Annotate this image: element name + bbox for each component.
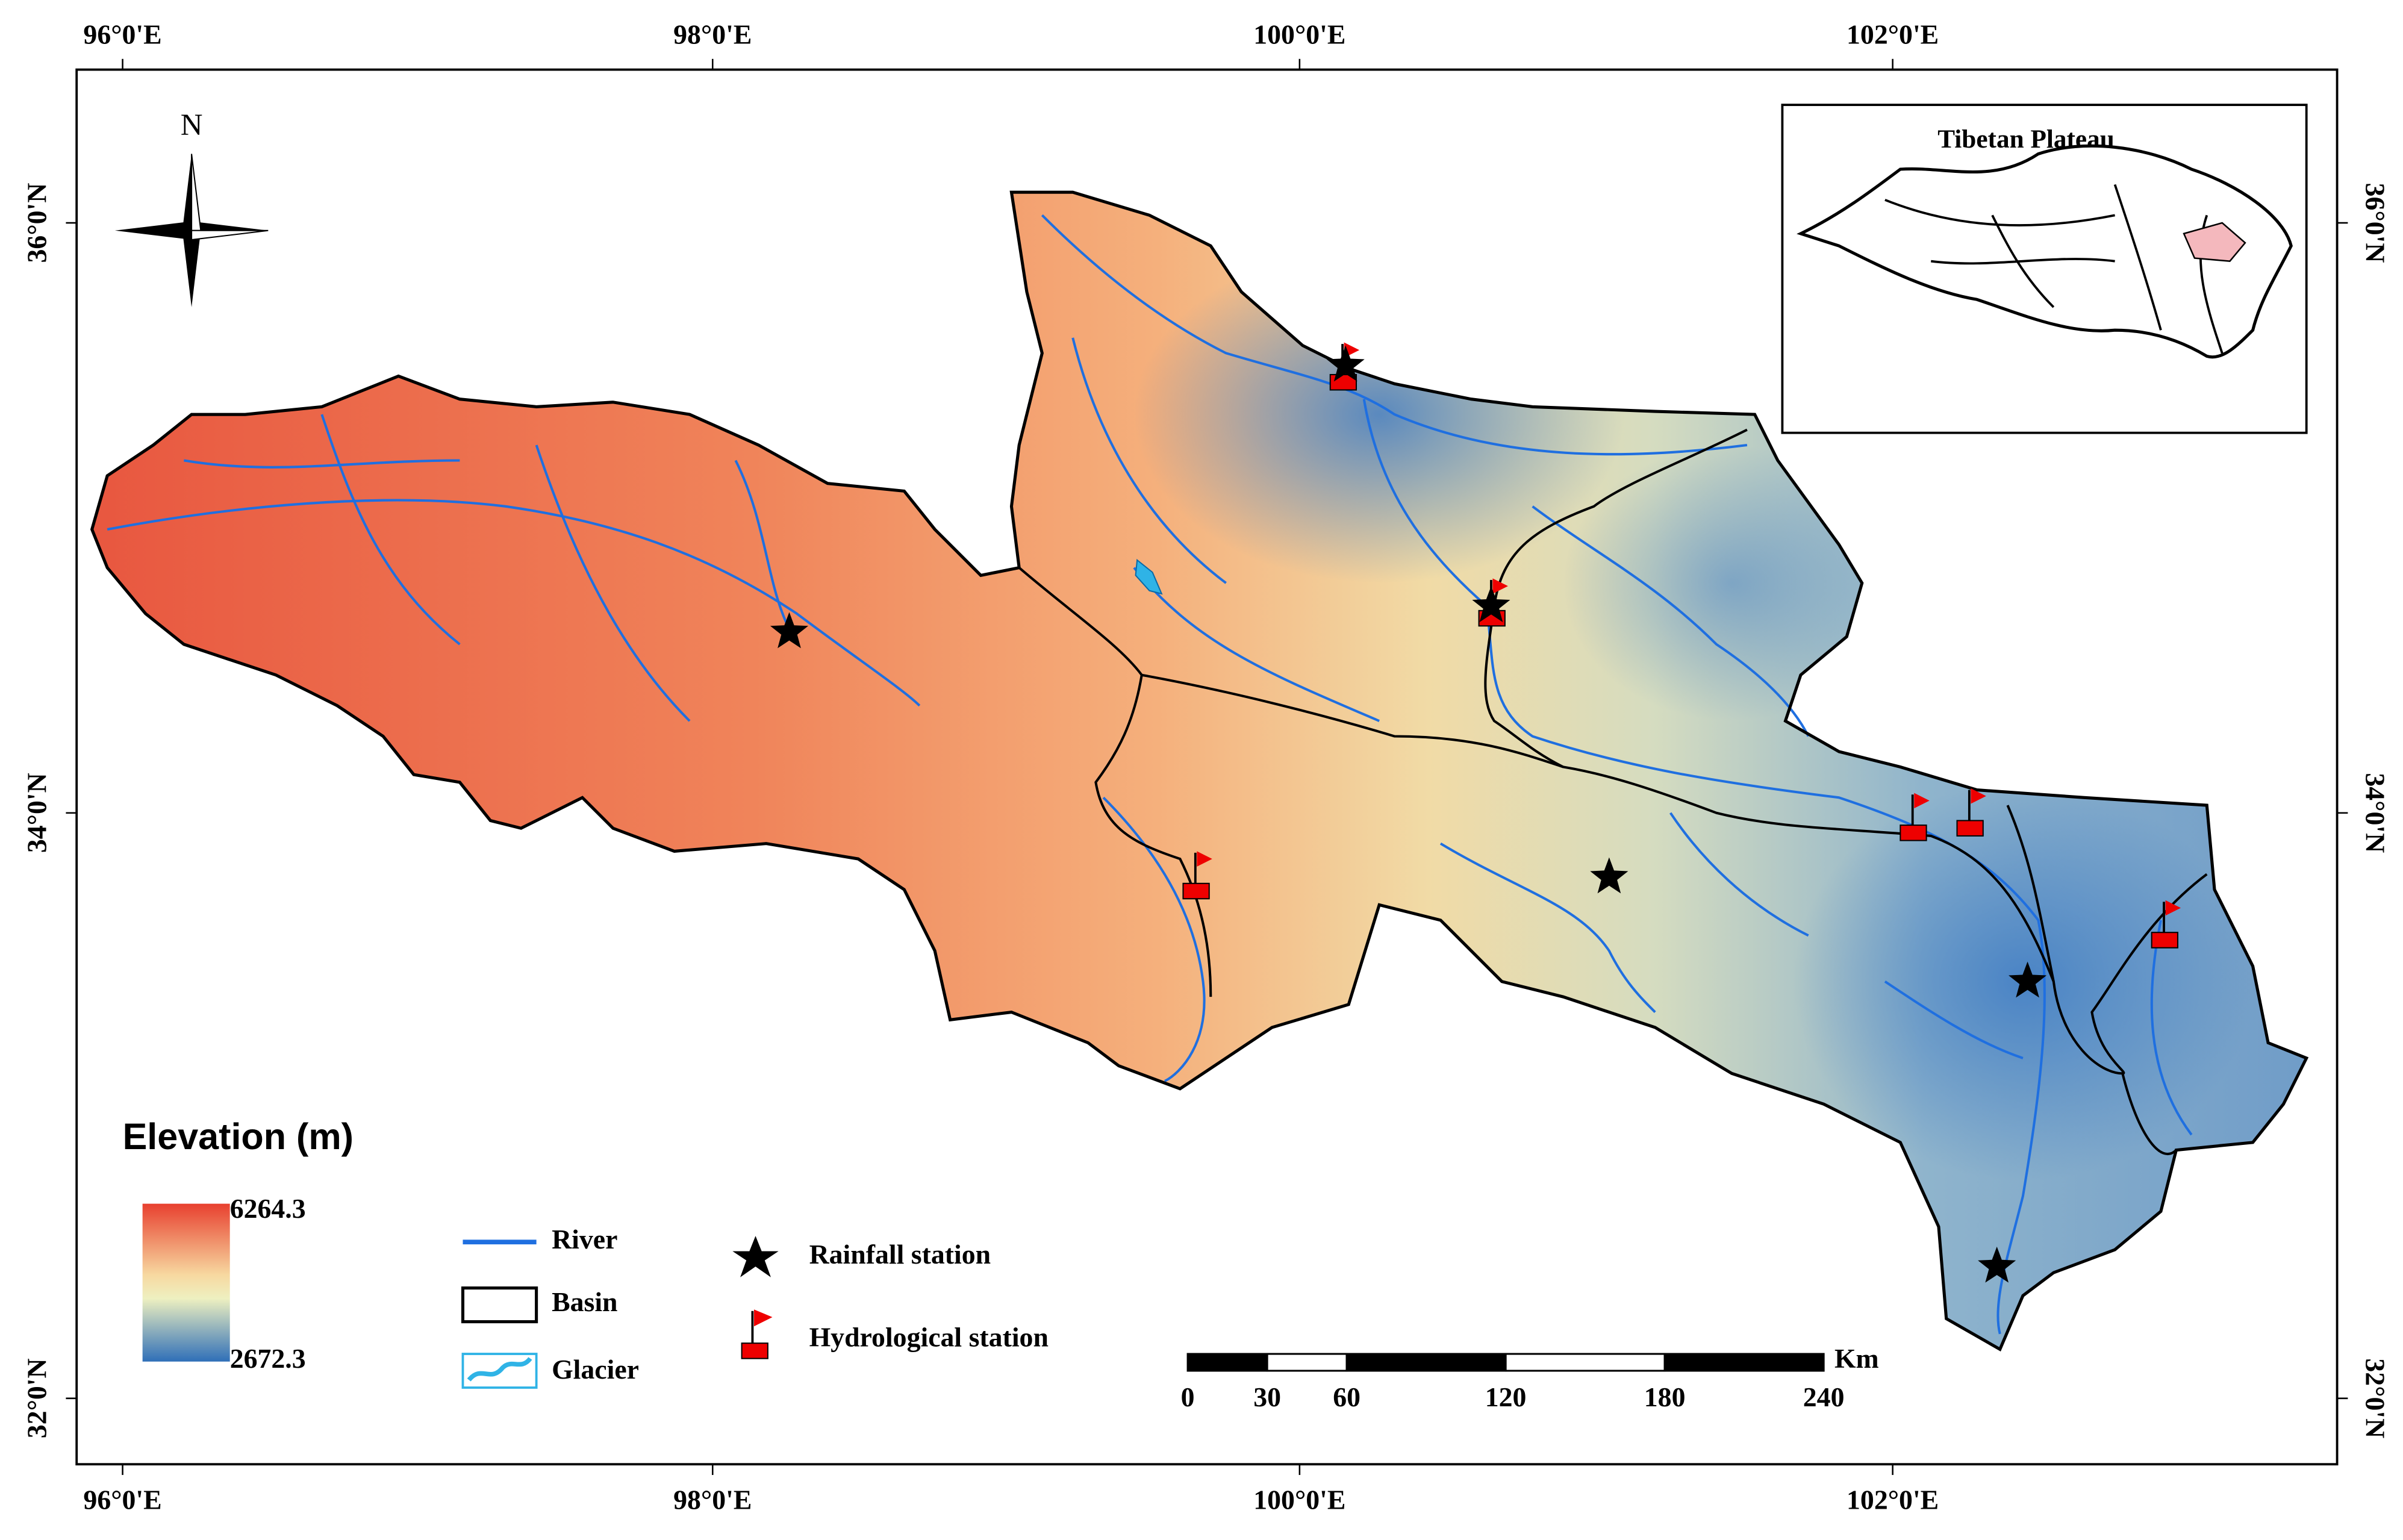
- longitude-label: 100°0'E: [1253, 19, 1345, 50]
- scale-segment: [1504, 1353, 1666, 1372]
- latitude-label: 36°0'N: [2360, 183, 2391, 263]
- hydrological-station: [1197, 851, 1212, 867]
- map-frame: [75, 68, 2339, 1466]
- latitude-label: 34°0'N: [22, 773, 52, 853]
- hydrological-station: [2151, 932, 2178, 949]
- hydrological-station: [1492, 578, 1508, 594]
- legend-item: Basin: [552, 1286, 617, 1317]
- longitude-label: 100°0'E: [1253, 1484, 1345, 1515]
- scale-segment: [1186, 1353, 1268, 1372]
- elevation-title: Elevation (m): [123, 1116, 354, 1157]
- hydrological-station: [1971, 788, 1986, 804]
- longitude-label: 96°0'E: [83, 19, 161, 50]
- graticule-labels: 96°0'E 96°0'E 98°0'E 98°0'E 100°0'E 100°0'E 10…: [22, 19, 2391, 1515]
- elevation-colorbar: [142, 1203, 230, 1362]
- rainfall-station: [1590, 857, 1628, 894]
- hydrological-station: [2165, 900, 2181, 916]
- longitude-label: 102°0'E: [1847, 1484, 1939, 1515]
- latitude-label: 36°0'N: [22, 183, 52, 263]
- longitude-label: 96°0'E: [83, 1484, 161, 1515]
- glacier: [1135, 558, 1163, 595]
- elevation-min: 2672.3: [230, 1343, 306, 1374]
- rainfall-station: [1326, 345, 1365, 382]
- scale-tick-label: 180: [1644, 1382, 1686, 1412]
- scale-bar: Km 0 30 60 120 180 240: [1181, 1343, 1879, 1412]
- basin-outline: [90, 190, 2309, 1352]
- scale-tick-label: 0: [1181, 1382, 1195, 1412]
- scale-segment: [1345, 1353, 1507, 1372]
- rainfall-station: [1978, 1246, 2016, 1283]
- rainfall-station: [2009, 961, 2047, 998]
- hydrological-station: [1182, 882, 1210, 900]
- inset: Tibetan Plateau: [1781, 104, 2308, 434]
- scale-unit: Km: [1834, 1343, 1879, 1374]
- latitude-label: 32°0'N: [2360, 1358, 2391, 1438]
- elevation-max: 6264.3: [230, 1193, 306, 1224]
- legend-item: River: [552, 1224, 617, 1255]
- longitude-label: 98°0'E: [673, 1484, 752, 1515]
- legend-item: Glacier: [552, 1354, 639, 1385]
- scale-segment: [1266, 1353, 1348, 1372]
- hydrological-station: [1956, 820, 1984, 837]
- scale-tick-label: 240: [1803, 1382, 1845, 1412]
- latitude-label: 34°0'N: [2360, 773, 2391, 853]
- stations: [770, 342, 2181, 1283]
- rainfall-station: [1472, 586, 1510, 622]
- latitude-label: 32°0'N: [22, 1358, 52, 1438]
- rainfall-station: [770, 612, 809, 649]
- north-arrow: N: [114, 108, 269, 308]
- hydrological-station: [1914, 793, 1930, 809]
- longitude-label: 102°0'E: [1847, 19, 1939, 50]
- hydrological-station: [1900, 825, 1927, 841]
- legend-item: Hydrological station: [809, 1322, 1049, 1353]
- legend: Elevation (m) 6264.3 2672.3 River Basin …: [123, 1116, 1049, 1389]
- scale-tick-label: 60: [1333, 1382, 1360, 1412]
- scale-tick-label: 120: [1485, 1382, 1527, 1412]
- scale-segment: [1663, 1353, 1825, 1372]
- legend-item: Rainfall station: [809, 1239, 991, 1270]
- longitude-label: 98°0'E: [673, 19, 752, 50]
- rivers: [107, 214, 2193, 1335]
- north-label: N: [181, 108, 203, 142]
- scale-tick-label: 30: [1253, 1382, 1281, 1412]
